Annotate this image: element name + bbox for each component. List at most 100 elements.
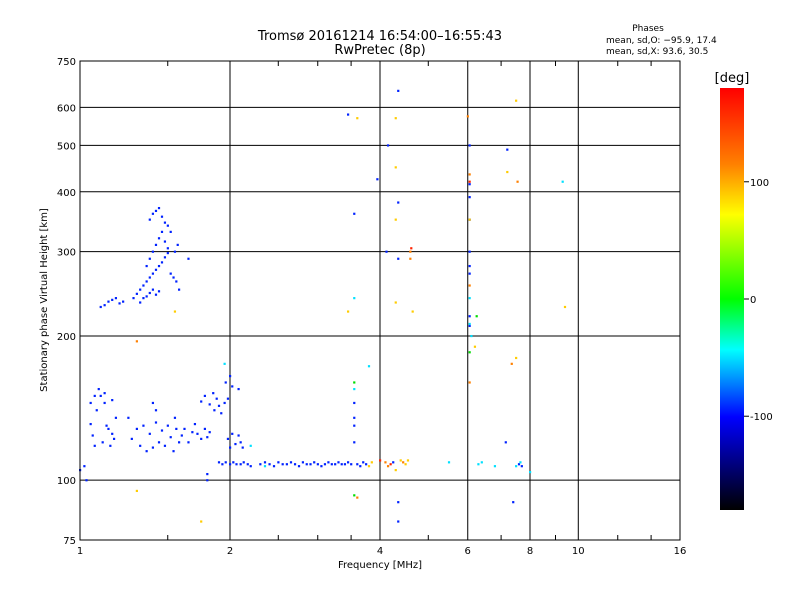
data-point xyxy=(563,305,567,309)
data-point xyxy=(285,463,288,466)
data-point xyxy=(516,180,519,183)
data-point xyxy=(93,444,96,447)
data-point xyxy=(468,173,471,176)
data-point xyxy=(506,170,509,174)
stats-line-x: mean, sd,X: 93.6, 30.5 xyxy=(606,47,708,57)
plot-grid xyxy=(80,61,680,540)
data-point xyxy=(309,463,312,466)
data-point xyxy=(350,463,353,466)
data-point xyxy=(370,461,373,464)
data-point xyxy=(142,284,145,287)
data-point xyxy=(470,334,473,338)
data-point xyxy=(394,301,397,304)
data-point xyxy=(330,463,333,466)
data-point xyxy=(160,429,164,432)
data-point xyxy=(208,403,211,406)
data-point xyxy=(135,292,138,295)
colorbar-tick-label: 0 xyxy=(750,295,756,306)
data-point xyxy=(327,461,330,464)
data-point xyxy=(386,465,390,468)
data-point xyxy=(263,465,267,468)
data-point xyxy=(353,381,356,384)
data-point xyxy=(384,461,387,464)
data-point xyxy=(206,473,209,476)
data-point xyxy=(166,252,169,255)
data-point xyxy=(468,196,471,199)
colorbar-label: [deg] xyxy=(715,71,750,86)
data-point xyxy=(520,465,523,468)
data-point xyxy=(175,427,178,431)
data-point xyxy=(515,465,518,468)
x-tick-label: 2 xyxy=(227,546,233,557)
data-point xyxy=(389,463,392,466)
data-point xyxy=(118,302,121,305)
data-point xyxy=(130,437,133,440)
data-point xyxy=(200,520,203,523)
data-point xyxy=(101,441,104,444)
data-point xyxy=(249,444,252,447)
data-point xyxy=(466,115,469,118)
data-point xyxy=(561,180,564,183)
data-point xyxy=(367,365,371,368)
data-point xyxy=(334,463,337,466)
data-point xyxy=(217,461,221,464)
data-point xyxy=(397,520,400,523)
data-point xyxy=(217,404,221,407)
data-point xyxy=(512,501,515,504)
data-point xyxy=(176,243,179,246)
data-point xyxy=(145,280,148,283)
data-point xyxy=(268,463,271,466)
data-point xyxy=(506,148,509,151)
data-point xyxy=(114,416,118,419)
data-points xyxy=(79,89,567,523)
data-point xyxy=(409,257,412,260)
x-tick-label: 10 xyxy=(572,546,585,557)
data-point xyxy=(99,305,102,309)
data-point xyxy=(376,178,379,181)
data-point xyxy=(151,446,155,449)
data-point xyxy=(157,206,161,210)
y-tick-label: 200 xyxy=(57,332,76,343)
data-point xyxy=(223,362,226,365)
data-point xyxy=(95,409,98,412)
y-tick-label: 300 xyxy=(57,248,76,259)
data-point xyxy=(157,237,161,240)
data-point xyxy=(172,450,175,453)
data-point xyxy=(468,351,471,354)
y-tick-label: 75 xyxy=(63,536,76,547)
data-point xyxy=(173,310,177,313)
data-point xyxy=(249,465,252,468)
data-point xyxy=(237,434,240,437)
data-point xyxy=(281,463,284,466)
data-point xyxy=(447,461,451,464)
data-point xyxy=(367,465,371,468)
data-point xyxy=(107,427,110,431)
data-point xyxy=(203,394,206,398)
data-point xyxy=(175,280,178,283)
data-point xyxy=(145,295,148,298)
data-point xyxy=(229,463,232,466)
data-point xyxy=(234,442,237,446)
data-point xyxy=(221,463,224,466)
data-point xyxy=(151,250,155,253)
data-point xyxy=(394,218,397,221)
data-point xyxy=(83,465,86,468)
data-point xyxy=(160,230,164,233)
data-point xyxy=(394,117,397,120)
data-point xyxy=(392,461,395,464)
data-point xyxy=(353,387,356,391)
data-point xyxy=(206,479,209,482)
data-point xyxy=(173,250,177,253)
data-point xyxy=(529,470,532,474)
colorbar xyxy=(720,88,744,510)
data-point xyxy=(297,465,301,468)
data-point xyxy=(166,224,169,227)
data-point xyxy=(473,345,477,348)
data-point xyxy=(151,288,155,291)
data-point xyxy=(246,463,249,466)
data-point xyxy=(356,117,359,120)
data-point xyxy=(154,293,158,296)
data-point xyxy=(169,272,172,275)
data-point xyxy=(85,479,88,482)
